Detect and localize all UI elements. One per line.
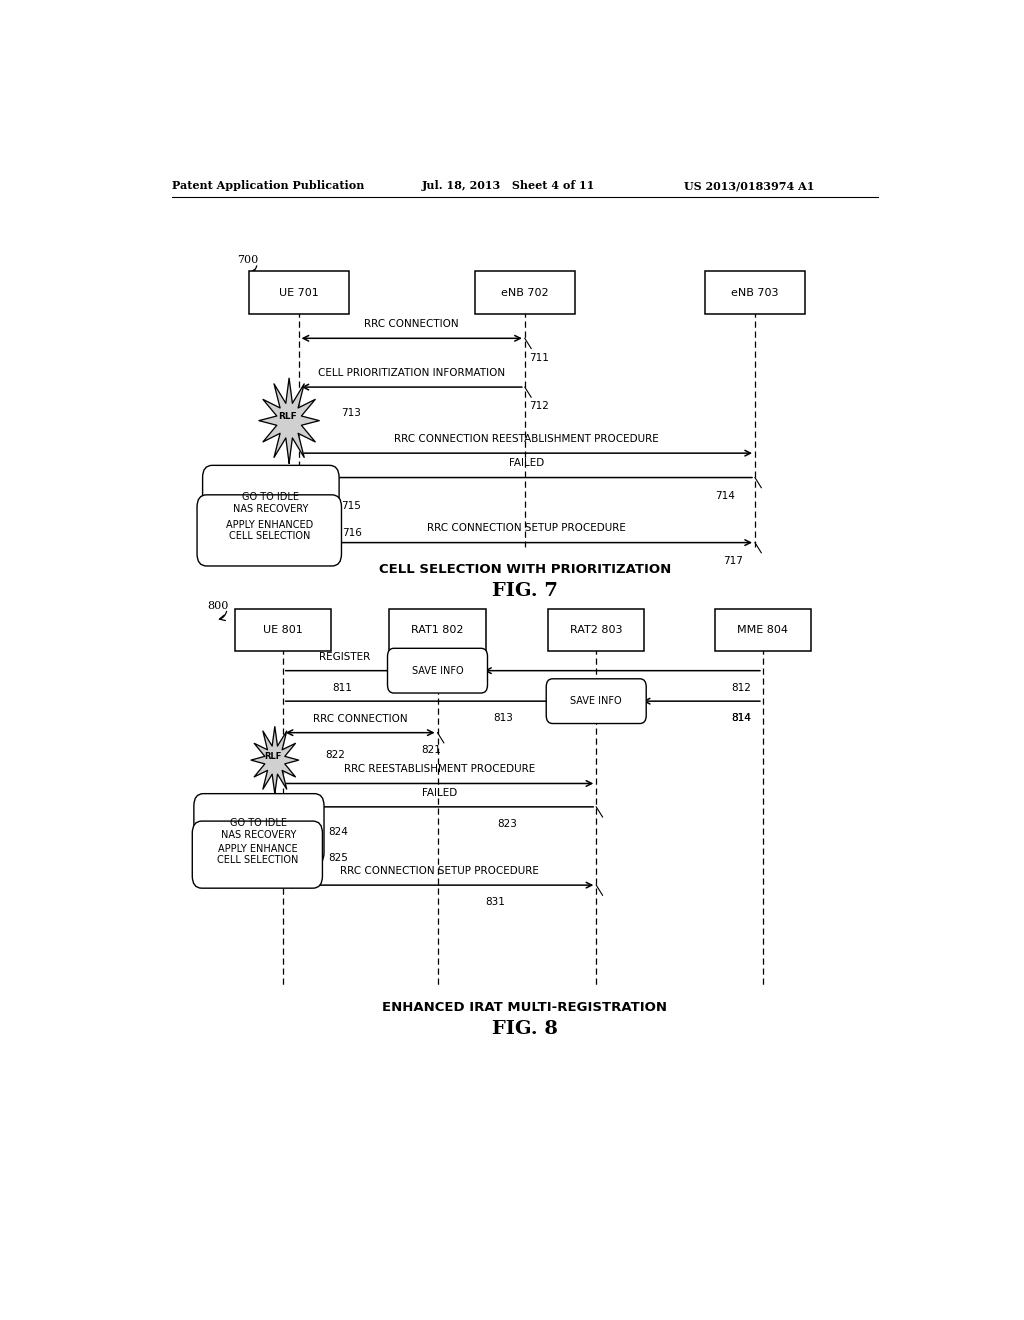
Text: UE 701: UE 701 (279, 288, 318, 297)
Text: CELL PRIORITIZATION INFORMATION: CELL PRIORITIZATION INFORMATION (318, 368, 505, 378)
Text: 800: 800 (207, 601, 228, 611)
Text: RRC CONNECTION: RRC CONNECTION (365, 319, 459, 329)
FancyBboxPatch shape (387, 648, 487, 693)
Text: RAT2 803: RAT2 803 (570, 624, 623, 635)
Text: 811: 811 (333, 682, 352, 693)
Text: 715: 715 (341, 502, 360, 511)
Text: RLF: RLF (279, 412, 297, 421)
Text: GO TO IDLE
NAS RECOVERY: GO TO IDLE NAS RECOVERY (221, 818, 297, 840)
Text: REGISTER: REGISTER (318, 652, 370, 661)
Text: FIG. 8: FIG. 8 (492, 1020, 558, 1039)
FancyBboxPatch shape (197, 495, 341, 566)
FancyBboxPatch shape (193, 821, 323, 888)
Text: 711: 711 (528, 352, 549, 363)
FancyBboxPatch shape (234, 609, 331, 651)
Text: SAVE INFO: SAVE INFO (412, 665, 463, 676)
Text: 813: 813 (494, 713, 513, 723)
Text: 812: 812 (731, 682, 751, 693)
FancyBboxPatch shape (194, 793, 324, 865)
Text: APPLY ENHANCED
CELL SELECTION: APPLY ENHANCED CELL SELECTION (225, 520, 313, 541)
Text: RRC CONNECTION: RRC CONNECTION (312, 714, 408, 723)
Text: ENHANCED IRAT MULTI-REGISTRATION: ENHANCED IRAT MULTI-REGISTRATION (382, 1001, 668, 1014)
Text: APPLY ENHANCE
CELL SELECTION: APPLY ENHANCE CELL SELECTION (217, 843, 298, 866)
Text: CELL SELECTION WITH PRIORITIZATION: CELL SELECTION WITH PRIORITIZATION (379, 562, 671, 576)
Text: MME 804: MME 804 (737, 624, 788, 635)
Text: FAILED: FAILED (509, 458, 545, 469)
FancyBboxPatch shape (249, 271, 348, 314)
Text: 821: 821 (422, 744, 441, 755)
Polygon shape (251, 726, 299, 793)
Text: 713: 713 (341, 408, 360, 417)
Text: RRC REESTABLISHMENT PROCEDURE: RRC REESTABLISHMENT PROCEDURE (344, 764, 536, 775)
FancyBboxPatch shape (715, 609, 811, 651)
Text: eNB 703: eNB 703 (731, 288, 778, 297)
Text: 712: 712 (528, 401, 549, 412)
Text: Jul. 18, 2013   Sheet 4 of 11: Jul. 18, 2013 Sheet 4 of 11 (422, 181, 595, 191)
Text: SAVE INFO: SAVE INFO (570, 696, 622, 706)
FancyBboxPatch shape (705, 271, 805, 314)
Text: FIG. 7: FIG. 7 (492, 582, 558, 601)
Text: 814: 814 (731, 713, 751, 723)
FancyBboxPatch shape (548, 609, 644, 651)
Text: FAILED: FAILED (422, 788, 457, 797)
Text: RRC CONNECTION SETUP PROCEDURE: RRC CONNECTION SETUP PROCEDURE (427, 524, 627, 533)
FancyBboxPatch shape (475, 271, 574, 314)
Text: 814: 814 (731, 713, 751, 723)
FancyBboxPatch shape (546, 678, 646, 723)
Text: Patent Application Publication: Patent Application Publication (172, 181, 364, 191)
Text: REGISTER: REGISTER (398, 682, 450, 692)
Polygon shape (259, 378, 319, 463)
Text: 824: 824 (328, 828, 348, 837)
Text: 825: 825 (328, 853, 348, 863)
Text: RRC CONNECTION SETUP PROCEDURE: RRC CONNECTION SETUP PROCEDURE (340, 866, 539, 876)
Text: 822: 822 (325, 750, 345, 760)
Text: 831: 831 (485, 898, 505, 907)
Text: 714: 714 (715, 491, 735, 500)
Text: 717: 717 (723, 556, 743, 566)
Text: RLF: RLF (264, 751, 282, 760)
Text: RRC CONNECTION REESTABLISHMENT PROCEDURE: RRC CONNECTION REESTABLISHMENT PROCEDURE (394, 434, 659, 444)
Text: 700: 700 (238, 255, 259, 265)
Text: 823: 823 (497, 820, 517, 829)
FancyBboxPatch shape (203, 466, 339, 541)
Text: eNB 702: eNB 702 (501, 288, 549, 297)
Text: GO TO IDLE
NAS RECOVERY: GO TO IDLE NAS RECOVERY (233, 492, 308, 513)
Text: RAT1 802: RAT1 802 (412, 624, 464, 635)
Text: 716: 716 (342, 528, 362, 539)
Text: US 2013/0183974 A1: US 2013/0183974 A1 (684, 181, 814, 191)
Text: UE 801: UE 801 (263, 624, 303, 635)
FancyBboxPatch shape (389, 609, 485, 651)
